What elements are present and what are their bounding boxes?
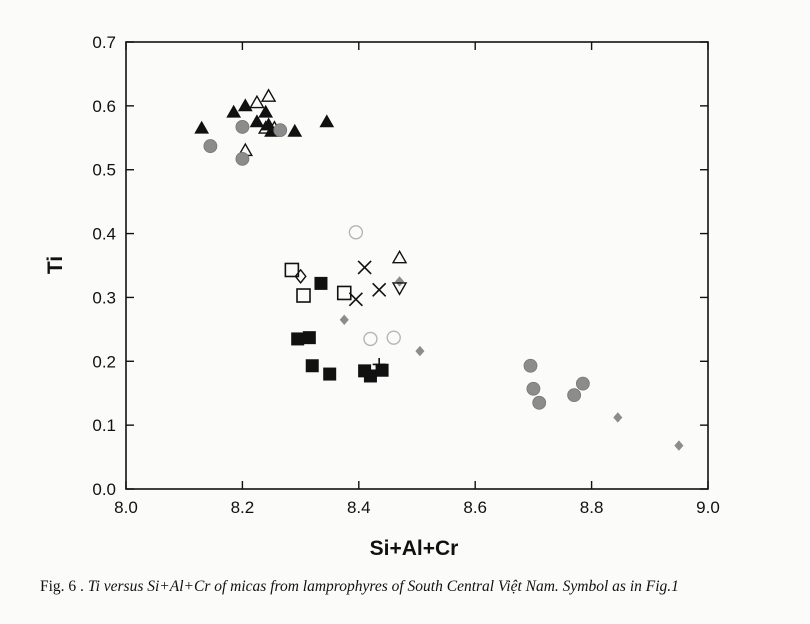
data-point-diamond-filled-gray: [674, 440, 684, 451]
x-tick-label: 8.8: [580, 498, 604, 517]
data-point-triangle-filled: [226, 104, 242, 118]
x-axis-title: Si+Al+Cr: [370, 537, 459, 560]
data-points: [194, 88, 684, 451]
data-point-diamond-filled-gray: [415, 345, 425, 357]
y-tick-labels: 0.0 0.1 0.2 0.3 0.4 0.5 0.6 0.7: [92, 33, 116, 499]
y-tick-label: 0.2: [92, 352, 116, 371]
y-tick-label: 0.6: [92, 97, 116, 116]
data-point-diamond-filled-gray: [394, 276, 405, 287]
data-point-triangle-open: [249, 94, 265, 109]
data-point-triangle-filled: [287, 123, 303, 137]
x-tick-label: 8.2: [231, 498, 255, 517]
data-point-triangle-open: [391, 249, 408, 264]
data-point-circle-filled-gray: [235, 151, 250, 166]
data-point-triangle-filled: [319, 114, 335, 128]
data-point-circle-open-light: [348, 225, 364, 240]
data-point-triangle-filled: [258, 104, 274, 118]
data-point-circle-filled-gray: [575, 376, 590, 391]
data-point-circle-filled-gray: [203, 139, 218, 153]
data-point-triangle-down-open: [391, 282, 408, 296]
data-point-triangle-filled: [237, 98, 253, 112]
axis-ticks: [125, 41, 709, 490]
figure-caption: Fig. 6 . Ti versus Si+Al+Cr of micas fro…: [40, 578, 800, 596]
data-point-triangle-filled: [194, 120, 210, 134]
data-point-circle-open-light: [363, 331, 378, 347]
y-axis-title: Ti: [44, 256, 67, 274]
y-tick-label: 0.7: [92, 33, 116, 52]
data-point-square-open: [296, 288, 311, 303]
data-point-square-filled: [305, 359, 319, 373]
data-point-diamond-filled-gray: [613, 412, 623, 423]
data-point-square-filled: [375, 363, 389, 377]
x-tick-label: 9.0: [696, 498, 720, 517]
data-point-circle-filled-gray: [532, 395, 547, 410]
plot-frame: [125, 41, 709, 490]
figure-label: Fig. 6 .: [40, 578, 84, 595]
y-tick-label: 0.0: [92, 480, 116, 499]
data-point-cross: [372, 282, 387, 297]
data-point-square-open: [284, 262, 300, 278]
caption-text: Ti versus Si+Al+Cr of micas from lamprop…: [87, 578, 679, 595]
y-tick-label: 0.4: [92, 225, 116, 244]
data-point-triangle-open: [260, 88, 277, 102]
data-point-diamond-open: [294, 268, 307, 284]
scatter-chart: 0.0 0.1 0.2 0.3 0.4 0.5 0.6 0.7 8.0 8.2 8.4 8.6 8.8…: [44, 33, 720, 560]
data-point-circle-filled-gray: [273, 123, 288, 138]
x-tick-label: 8.4: [347, 498, 371, 517]
data-point-circle-open-light: [386, 330, 401, 345]
data-point-cross: [357, 260, 372, 275]
x-tick-label: 8.6: [463, 498, 487, 517]
y-tick-label: 0.3: [92, 288, 116, 307]
y-tick-label: 0.1: [92, 416, 116, 435]
x-tick-labels: 8.0 8.2 8.4 8.6 8.8 9.0: [114, 498, 720, 517]
data-point-circle-filled-gray: [235, 120, 250, 134]
data-point-triangle-open: [257, 120, 274, 134]
y-tick-label: 0.5: [92, 161, 116, 180]
data-point-circle-filled-gray: [567, 388, 582, 403]
data-point-square-filled: [291, 332, 305, 346]
data-point-triangle-filled: [249, 114, 265, 128]
data-point-square-open: [336, 285, 352, 301]
data-point-diamond-filled-gray: [339, 314, 349, 325]
data-point-square-filled: [314, 276, 328, 290]
data-point-cross: [348, 292, 363, 307]
data-point-circle-filled-gray: [526, 381, 541, 396]
data-point-square-filled: [363, 369, 377, 383]
data-point-square-filled: [323, 367, 337, 381]
x-tick-label: 8.0: [114, 498, 138, 517]
data-point-square-filled: [302, 331, 316, 345]
data-point-circle-filled-gray: [523, 358, 538, 373]
data-point-plus: [372, 357, 386, 371]
